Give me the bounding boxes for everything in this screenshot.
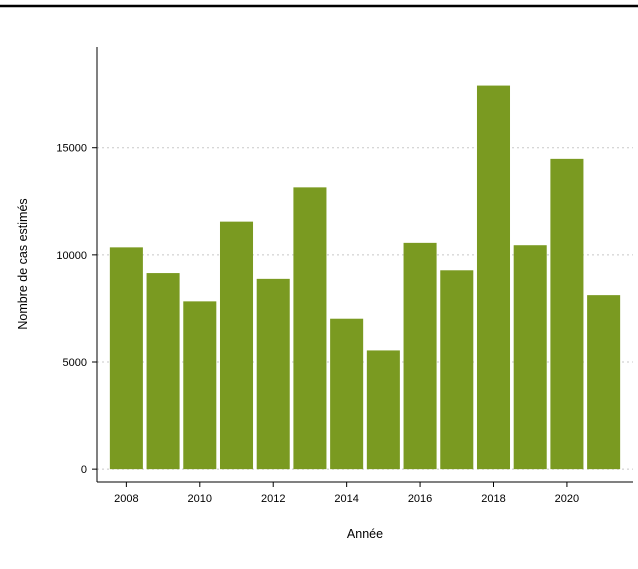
- bar-2019: [513, 245, 547, 470]
- x-tick-label: 2010: [188, 493, 212, 505]
- y-tick-label: 5000: [63, 357, 87, 369]
- bar-2014: [330, 318, 364, 470]
- y-tick-label: 0: [81, 464, 87, 476]
- x-tick-label: 2012: [261, 493, 285, 505]
- bar-2011: [219, 221, 254, 470]
- y-tick-label: 10000: [56, 250, 87, 262]
- bar-2018: [476, 85, 511, 470]
- bar-2012: [256, 278, 290, 470]
- bar-2010: [183, 301, 217, 470]
- bars: [109, 85, 621, 470]
- x-tick-label: 2020: [555, 493, 579, 505]
- bar-2009: [146, 273, 180, 470]
- bar-2008: [109, 247, 143, 470]
- y-ticks: 0 5000 10000 15000: [56, 143, 97, 476]
- bar-2013: [293, 187, 327, 470]
- x-ticks: 2008 2010 2012 2014 2016 2018 2020: [114, 482, 579, 505]
- x-tick-label: 2018: [481, 493, 505, 505]
- axes: [96, 47, 633, 483]
- y-axis-title: Nombre de cas estimés: [16, 198, 30, 329]
- bar-2021: [587, 295, 621, 470]
- bar-2017: [440, 270, 474, 470]
- x-tick-label: 2016: [408, 493, 432, 505]
- y-tick-label: 15000: [56, 143, 87, 155]
- bar-2020: [550, 158, 584, 470]
- x-axis-title: Année: [347, 527, 383, 541]
- x-tick-label: 2014: [334, 493, 358, 505]
- x-tick-label: 2008: [114, 493, 138, 505]
- bar-2016: [403, 242, 437, 470]
- bar-2015: [366, 350, 400, 470]
